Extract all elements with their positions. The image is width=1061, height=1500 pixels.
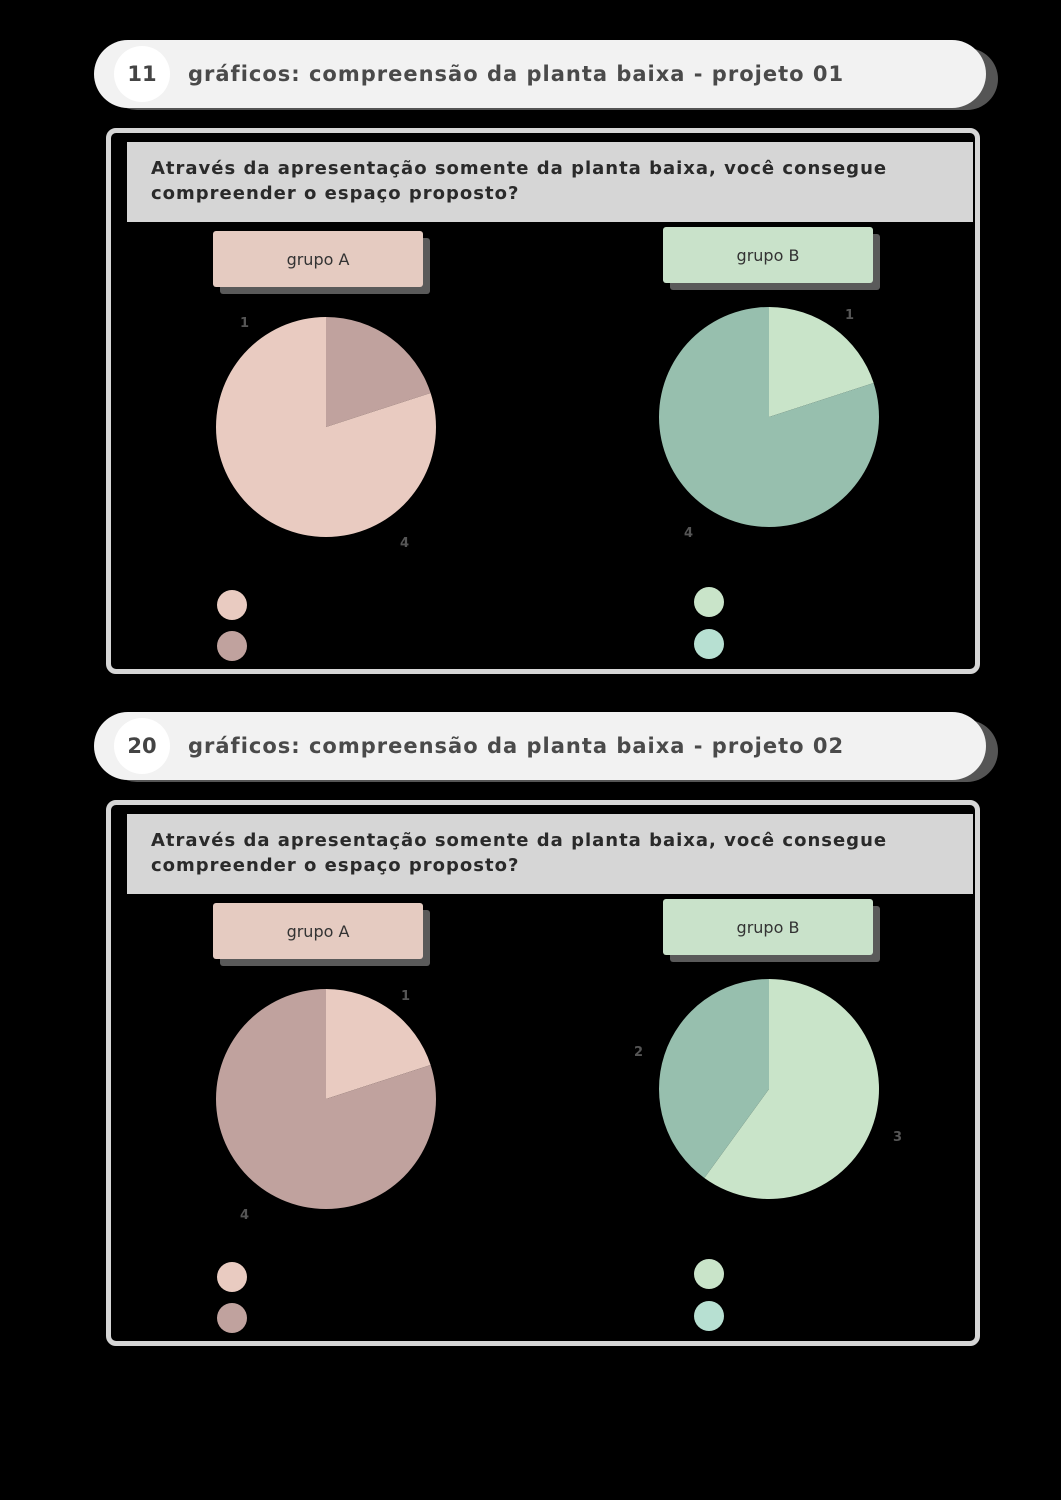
chart-panel — [106, 128, 980, 674]
section-number: 20 — [114, 718, 170, 774]
pie-chart-group-b — [659, 307, 879, 527]
section-number: 11 — [114, 46, 170, 102]
pie-b-data-label-4: 4 — [684, 526, 694, 541]
pie-slice — [215, 317, 436, 537]
legend-dot-a-dark — [217, 631, 247, 661]
pie-a-data-label-1: 1 — [401, 989, 411, 1004]
group-a-label: grupo A — [213, 903, 423, 959]
section-projeto-02: 20 gráficos: compreensão da planta baixa… — [0, 712, 1061, 1372]
pie-slice — [659, 307, 879, 527]
question-text: Através da apresentação somente da plant… — [127, 142, 973, 222]
pie-b-data-label-2: 2 — [634, 1045, 644, 1060]
pie-a-data-label-4: 4 — [240, 1208, 250, 1223]
pie-slice — [326, 317, 431, 427]
pie-chart-group-a — [215, 317, 436, 537]
pie-slice — [769, 307, 874, 417]
group-a-label: grupo A — [213, 231, 423, 287]
legend-dot-a-light — [217, 1262, 247, 1292]
group-b-label: grupo B — [663, 227, 873, 283]
group-b-label: grupo B — [663, 899, 873, 955]
legend-dot-b-light — [694, 587, 724, 617]
legend-dot-b-light — [694, 1259, 724, 1289]
section-title: gráficos: compreensão da planta baixa - … — [188, 62, 845, 86]
pie-slice — [326, 989, 431, 1099]
pie-b-data-label-1: 1 — [845, 308, 855, 323]
pie-slice — [704, 979, 880, 1199]
pie-slice — [659, 979, 769, 1178]
legend-dot-b-dark — [694, 1301, 724, 1331]
pie-a-data-label-1: 1 — [240, 316, 250, 331]
question-text: Através da apresentação somente da plant… — [127, 814, 973, 894]
section-header: 11 gráficos: compreensão da planta baixa… — [94, 40, 986, 108]
pie-slice — [215, 989, 436, 1209]
section-header: 20 gráficos: compreensão da planta baixa… — [94, 712, 986, 780]
pie-a-data-label-4: 4 — [400, 536, 410, 551]
legend-dot-a-light — [217, 590, 247, 620]
pie-b-data-label-3: 3 — [893, 1130, 903, 1145]
section-projeto-01: 11 gráficos: compreensão da planta baixa… — [0, 40, 1061, 700]
pie-chart-group-a — [215, 989, 436, 1209]
legend-dot-a-dark — [217, 1303, 247, 1333]
pie-chart-group-b — [659, 979, 880, 1199]
chart-panel — [106, 800, 980, 1346]
legend-dot-b-dark — [694, 629, 724, 659]
section-title: gráficos: compreensão da planta baixa - … — [188, 734, 845, 758]
